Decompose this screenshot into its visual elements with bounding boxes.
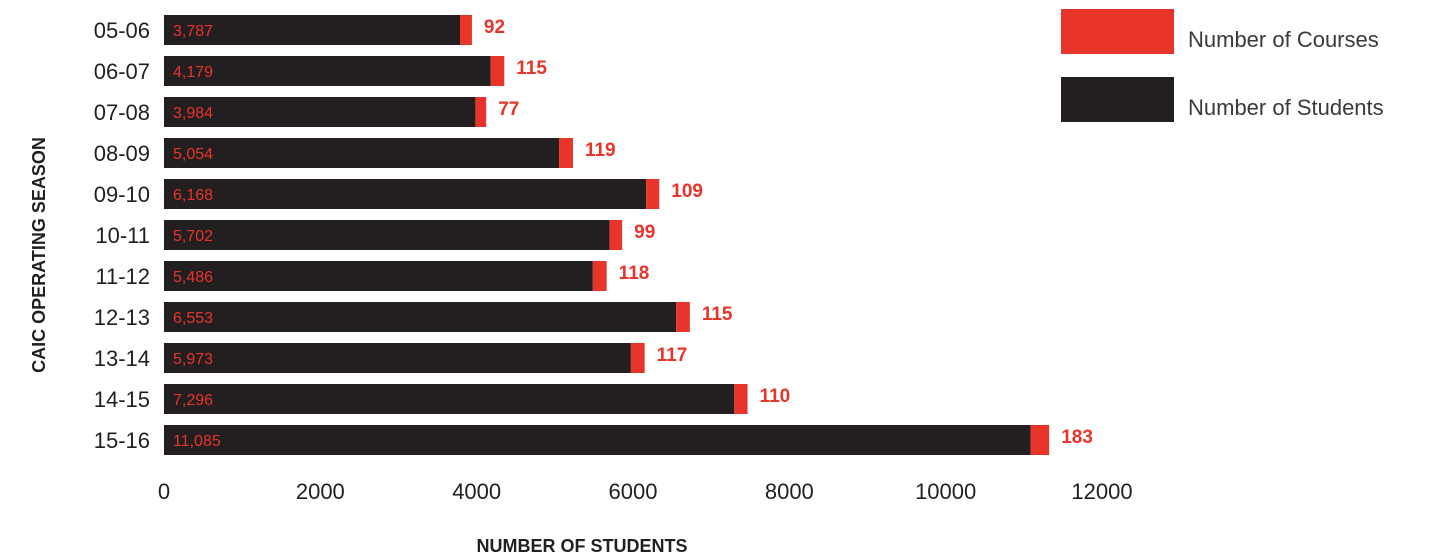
x-tick-label: 2000 [296,479,345,504]
category-label: 07-08 [94,100,150,125]
y-axis-title: CAIC OPERATING SEASON [29,137,49,373]
students-value-label: 6,553 [173,310,213,327]
bar-courses-15-16 [1030,425,1050,455]
category-label: 11-12 [95,264,150,289]
bar-students-12-13 [164,302,677,332]
x-axis-title: NUMBER OF STUDENTS [477,536,688,556]
courses-value-label: 119 [585,140,616,161]
category-label: 10-11 [95,223,150,248]
courses-value-label: 110 [760,386,791,407]
x-tick-label: 8000 [765,479,814,504]
category-label: 09-10 [94,182,150,207]
category-label: 06-07 [94,59,150,84]
courses-value-label: 183 [1061,427,1093,448]
bars-group: 05-06 3,787 92 06-07 4,179 115 07-08 3,984 77 08-… [94,15,1093,455]
courses-value-label: 115 [516,58,547,79]
x-tick-label: 12000 [1071,479,1132,504]
bar-students-07-08 [164,97,476,127]
legend-label-students: Number of Students [1188,95,1384,120]
category-label: 13-14 [94,346,150,371]
bar-students-05-06 [164,15,461,45]
bar-courses-14-15 [734,384,748,414]
bar-students-13-14 [164,343,631,373]
courses-value-label: 117 [657,345,688,366]
bar-courses-09-10 [646,179,660,209]
bar-students-10-11 [164,220,610,250]
students-value-label: 3,984 [173,105,213,122]
students-value-label: 5,054 [173,146,213,163]
bar-courses-05-06 [460,15,472,45]
legend-swatch-students [1061,77,1174,122]
bar-students-14-15 [164,384,735,414]
category-label: 14-15 [94,387,150,412]
courses-value-label: 77 [498,99,519,120]
students-value-label: 7,296 [173,392,213,409]
bar-courses-07-08 [475,97,487,127]
bar-students-09-10 [164,179,647,209]
x-tick-label: 6000 [609,479,658,504]
bar-courses-06-07 [490,56,505,86]
courses-value-label: 99 [634,222,655,243]
students-value-label: 3,787 [173,23,213,40]
courses-value-label: 92 [484,17,505,38]
bar-courses-12-13 [676,302,690,332]
x-tick-label: 4000 [452,479,501,504]
category-label: 05-06 [94,18,150,43]
students-value-label: 5,486 [173,269,213,286]
category-label: 15-16 [94,428,150,453]
students-value-label: 4,179 [173,64,213,81]
legend-label-courses: Number of Courses [1188,27,1379,52]
x-axis-ticks: 0 2000 4000 6000 8000 10000 12000 [158,479,1133,504]
bar-courses-13-14 [630,343,645,373]
category-label: 12-13 [94,305,150,330]
x-tick-label: 10000 [915,479,976,504]
courses-value-label: 118 [619,263,650,284]
x-tick-label: 0 [158,479,170,504]
bar-students-08-09 [164,138,560,168]
bar-courses-11-12 [592,261,607,291]
legend-swatch-courses [1061,9,1174,54]
students-value-label: 11,085 [173,433,221,450]
students-value-label: 5,702 [173,228,213,245]
bar-courses-08-09 [559,138,573,168]
students-value-label: 5,973 [173,351,213,368]
students-value-label: 6,168 [173,187,213,204]
legend: Number of Courses Number of Students [1061,9,1384,122]
courses-value-label: 109 [671,181,703,202]
category-label: 08-09 [94,141,150,166]
bar-students-11-12 [164,261,593,291]
bar-students-06-07 [164,56,491,86]
bar-students-15-16 [164,425,1031,455]
bar-courses-10-11 [609,220,623,250]
courses-value-label: 115 [702,304,733,325]
